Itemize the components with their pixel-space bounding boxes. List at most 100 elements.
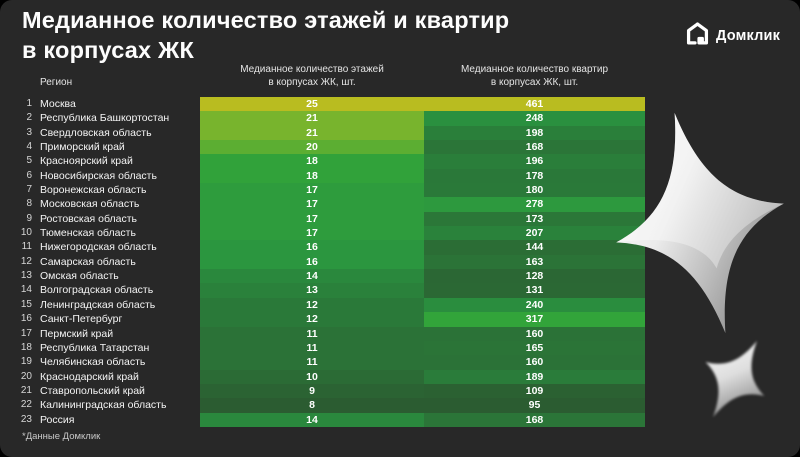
row-region: Ростовская область bbox=[40, 212, 138, 225]
row-region: Россия bbox=[40, 413, 75, 426]
apartments-cell: 178 bbox=[424, 168, 645, 184]
row-region: Пермский край bbox=[40, 327, 114, 340]
apartments-cell: 109 bbox=[424, 383, 645, 399]
floors-cell: 11 bbox=[200, 326, 424, 341]
floors-cell: 13 bbox=[200, 283, 424, 298]
row-rank: 14 bbox=[20, 284, 32, 296]
row-rank: 6 bbox=[26, 169, 32, 181]
row-rank: 3 bbox=[26, 126, 32, 138]
row-region: Москва bbox=[40, 98, 76, 110]
apartments-cell: 163 bbox=[424, 254, 645, 270]
apartments-cell: 168 bbox=[424, 412, 645, 427]
apartments-cell: 278 bbox=[424, 197, 645, 212]
apartments-cell: 128 bbox=[424, 269, 645, 284]
row-rank: 2 bbox=[26, 112, 32, 124]
row-region: Красноярский край bbox=[40, 155, 133, 168]
floors-cell: 25 bbox=[200, 97, 424, 112]
decorative-star-icon bbox=[592, 102, 800, 344]
domclick-logo: Домклик bbox=[686, 22, 780, 50]
row-rank: 10 bbox=[20, 227, 32, 239]
page-title-line2: в корпусах ЖК bbox=[22, 36, 195, 63]
row-rank: 15 bbox=[20, 298, 32, 310]
apartments-cell: 196 bbox=[424, 154, 645, 169]
region-column-header: Регион bbox=[40, 77, 73, 88]
page-title: Медианное количество этажей и квартир в … bbox=[22, 6, 509, 65]
apartments-cell: 317 bbox=[424, 312, 645, 327]
apartments-cell: 131 bbox=[424, 283, 645, 298]
floors-column-header: Медианное количество этажей в корпусах Ж… bbox=[240, 64, 384, 88]
row-region: Калининградская область bbox=[40, 399, 167, 412]
floors-cell: 12 bbox=[200, 297, 424, 313]
row-rank: 7 bbox=[26, 184, 32, 196]
floors-cell: 21 bbox=[200, 125, 424, 141]
row-region: Ленинградская область bbox=[40, 298, 156, 311]
row-rank: 23 bbox=[20, 413, 32, 425]
row-region: Республика Башкортостан bbox=[40, 112, 170, 125]
apartments-cell: 198 bbox=[424, 125, 645, 141]
apartments-cell: 248 bbox=[424, 111, 645, 126]
heatmap-table: 1 Москва 25 461 2 Республика Башкортостан 21 24… bbox=[0, 97, 645, 427]
apartments-cell: 180 bbox=[424, 183, 645, 198]
apartments-cell: 160 bbox=[424, 326, 645, 341]
floors-cell: 12 bbox=[200, 312, 424, 327]
page-title-line1: Медианное количество этажей и квартир bbox=[22, 7, 510, 33]
apartments-cell: 165 bbox=[424, 340, 645, 356]
apartments-column-header: Медианное количество квартир в корпусах … bbox=[460, 64, 609, 88]
row-region: Санкт-Петербург bbox=[40, 313, 123, 326]
row-region: Ставропольский край bbox=[40, 384, 145, 397]
row-rank: 8 bbox=[26, 198, 32, 210]
floors-cell: 16 bbox=[200, 254, 424, 270]
row-rank: 11 bbox=[21, 241, 32, 253]
apartments-cell: 144 bbox=[424, 240, 645, 255]
row-rank: 9 bbox=[26, 212, 32, 224]
row-region: Тюменская область bbox=[40, 227, 136, 240]
floors-cell: 17 bbox=[200, 197, 424, 212]
source-note: *Данные Домклик bbox=[22, 431, 101, 442]
apartments-cell: 240 bbox=[424, 297, 645, 313]
floors-cell: 17 bbox=[200, 226, 424, 241]
row-rank: 22 bbox=[20, 399, 32, 411]
logo-text: Домклик bbox=[716, 28, 781, 44]
row-region: Нижегородская область bbox=[40, 241, 157, 254]
row-rank: 5 bbox=[26, 155, 32, 167]
row-rank: 13 bbox=[20, 270, 32, 282]
apartments-cell: 461 bbox=[424, 97, 645, 112]
row-region: Новосибирская область bbox=[40, 169, 157, 182]
row-region: Омская область bbox=[40, 270, 119, 283]
apartments-cell: 189 bbox=[424, 369, 645, 384]
floors-cell: 14 bbox=[200, 412, 424, 427]
floors-cell: 11 bbox=[200, 340, 424, 356]
row-rank: 19 bbox=[20, 356, 32, 368]
row-rank: 12 bbox=[20, 255, 32, 267]
row-rank: 1 bbox=[26, 98, 32, 109]
row-region: Свердловская область bbox=[40, 126, 152, 139]
floors-cell: 16 bbox=[200, 240, 424, 255]
apartments-cell: 95 bbox=[424, 398, 645, 413]
apartments-cell: 173 bbox=[424, 211, 645, 227]
house-icon bbox=[686, 22, 709, 50]
row-region: Приморский край bbox=[40, 141, 125, 154]
floors-cell: 18 bbox=[200, 168, 424, 184]
apartments-cell: 168 bbox=[424, 140, 645, 155]
floors-cell: 20 bbox=[200, 140, 424, 155]
row-region: Волгоградская область bbox=[40, 284, 154, 297]
row-region: Челябинская область bbox=[40, 356, 146, 369]
row-region: Республика Татарстан bbox=[40, 341, 150, 354]
apartments-cell: 207 bbox=[424, 226, 645, 241]
floors-cell: 9 bbox=[200, 383, 424, 399]
row-rank: 18 bbox=[20, 341, 32, 353]
row-region: Воронежская область bbox=[40, 184, 147, 197]
row-rank: 17 bbox=[20, 327, 32, 339]
floors-cell: 8 bbox=[200, 398, 424, 413]
row-region: Самарская область bbox=[40, 255, 136, 268]
apartments-cell: 160 bbox=[424, 355, 645, 370]
floors-cell: 10 bbox=[200, 369, 424, 384]
row-rank: 21 bbox=[20, 384, 32, 396]
row-region: Московская область bbox=[40, 198, 140, 211]
row-rank: 16 bbox=[20, 313, 32, 325]
decorative-star-small-icon bbox=[687, 331, 783, 427]
floors-cell: 14 bbox=[200, 269, 424, 284]
floors-cell: 18 bbox=[200, 154, 424, 169]
row-region: Краснодарский край bbox=[40, 370, 139, 383]
